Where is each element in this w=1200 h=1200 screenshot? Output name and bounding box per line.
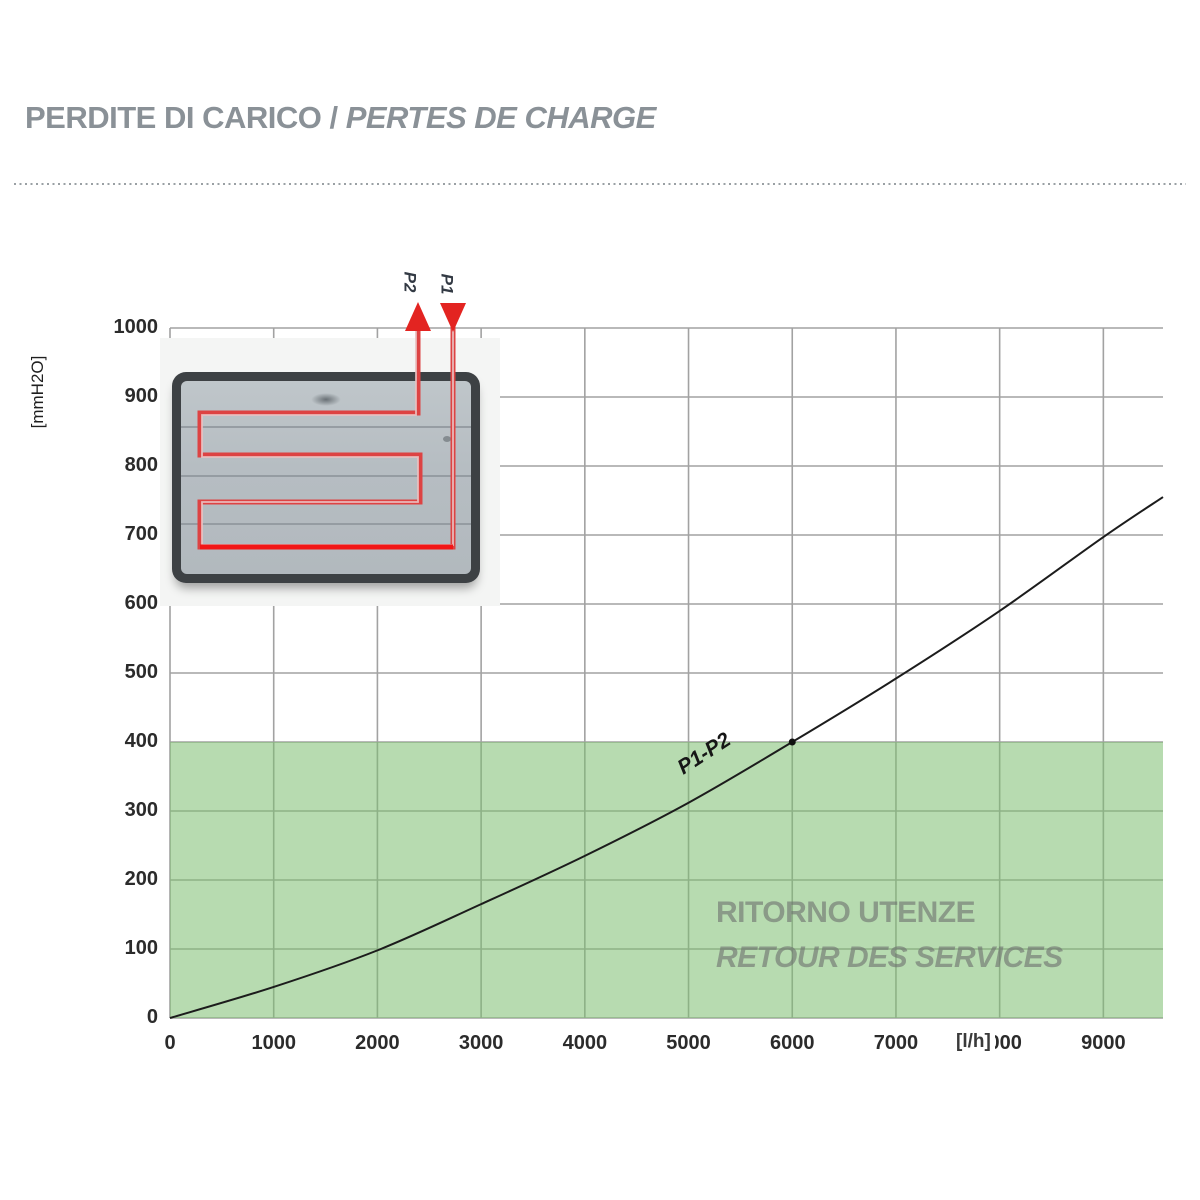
curve-label-p1-p2: P1-P2 <box>673 728 735 780</box>
y-axis-unit-label: [mmH2O] <box>28 355 47 429</box>
x-tick-label: 4000 <box>562 1032 608 1054</box>
x-axis-unit-label: [l/h] <box>952 1031 995 1053</box>
x-tick-label: 2000 <box>355 1032 400 1054</box>
x-tick-label: 7000 <box>873 1032 919 1054</box>
panel-seam <box>181 523 471 525</box>
x-tick-label: 1000 <box>251 1032 296 1054</box>
p2-arrow-up-icon <box>405 302 431 331</box>
y-tick-label: 1000 <box>113 316 159 338</box>
panel-speck <box>443 436 451 442</box>
y-tick-label: 700 <box>124 523 158 545</box>
panel-seam <box>181 426 471 428</box>
dotted-divider <box>14 182 1186 185</box>
y-tick-label: 800 <box>124 454 158 476</box>
y-tick-label: 400 <box>124 730 158 752</box>
x-tick-label: 3000 <box>458 1032 504 1054</box>
x-tick-label: 5000 <box>666 1032 711 1054</box>
x-tick-label: 9000 <box>1081 1032 1126 1054</box>
panel-surface <box>181 381 471 574</box>
panel-frame <box>172 372 480 583</box>
return-zone-label-italian: RITORNO UTENZE <box>716 896 976 929</box>
panel-smudge <box>311 393 341 406</box>
x-tick-label: 6000 <box>769 1032 815 1054</box>
page-title-french: PERTES DE CHARGE <box>345 100 657 135</box>
panel-seam <box>181 475 471 477</box>
absorber-panel-photo <box>160 338 500 606</box>
return-zone-label: RITORNO UTENZE RETOUR DES SERVICES <box>716 890 1063 980</box>
y-tick-label: 600 <box>124 592 158 614</box>
page-title-italian: PERDITE DI CARICO <box>25 100 322 135</box>
x-tick-label: 0 <box>164 1032 176 1054</box>
page-title: PERDITE DI CARICO / PERTES DE CHARGE <box>25 100 656 136</box>
y-tick-label: 500 <box>124 661 158 683</box>
p1-arrow-down-icon <box>440 303 466 332</box>
y-tick-label: 0 <box>146 1006 158 1028</box>
y-tick-label: 200 <box>124 868 158 890</box>
y-tick-label: 300 <box>124 799 158 821</box>
page-title-separator: / <box>321 100 346 135</box>
curve-marker-point <box>788 738 796 746</box>
p1-port-label: P1 <box>437 273 457 295</box>
y-tick-label: 900 <box>124 385 158 407</box>
p2-port-label: P2 <box>400 271 420 293</box>
y-tick-label: 100 <box>124 937 158 959</box>
return-zone-label-french: RETOUR DES SERVICES <box>716 941 1063 974</box>
